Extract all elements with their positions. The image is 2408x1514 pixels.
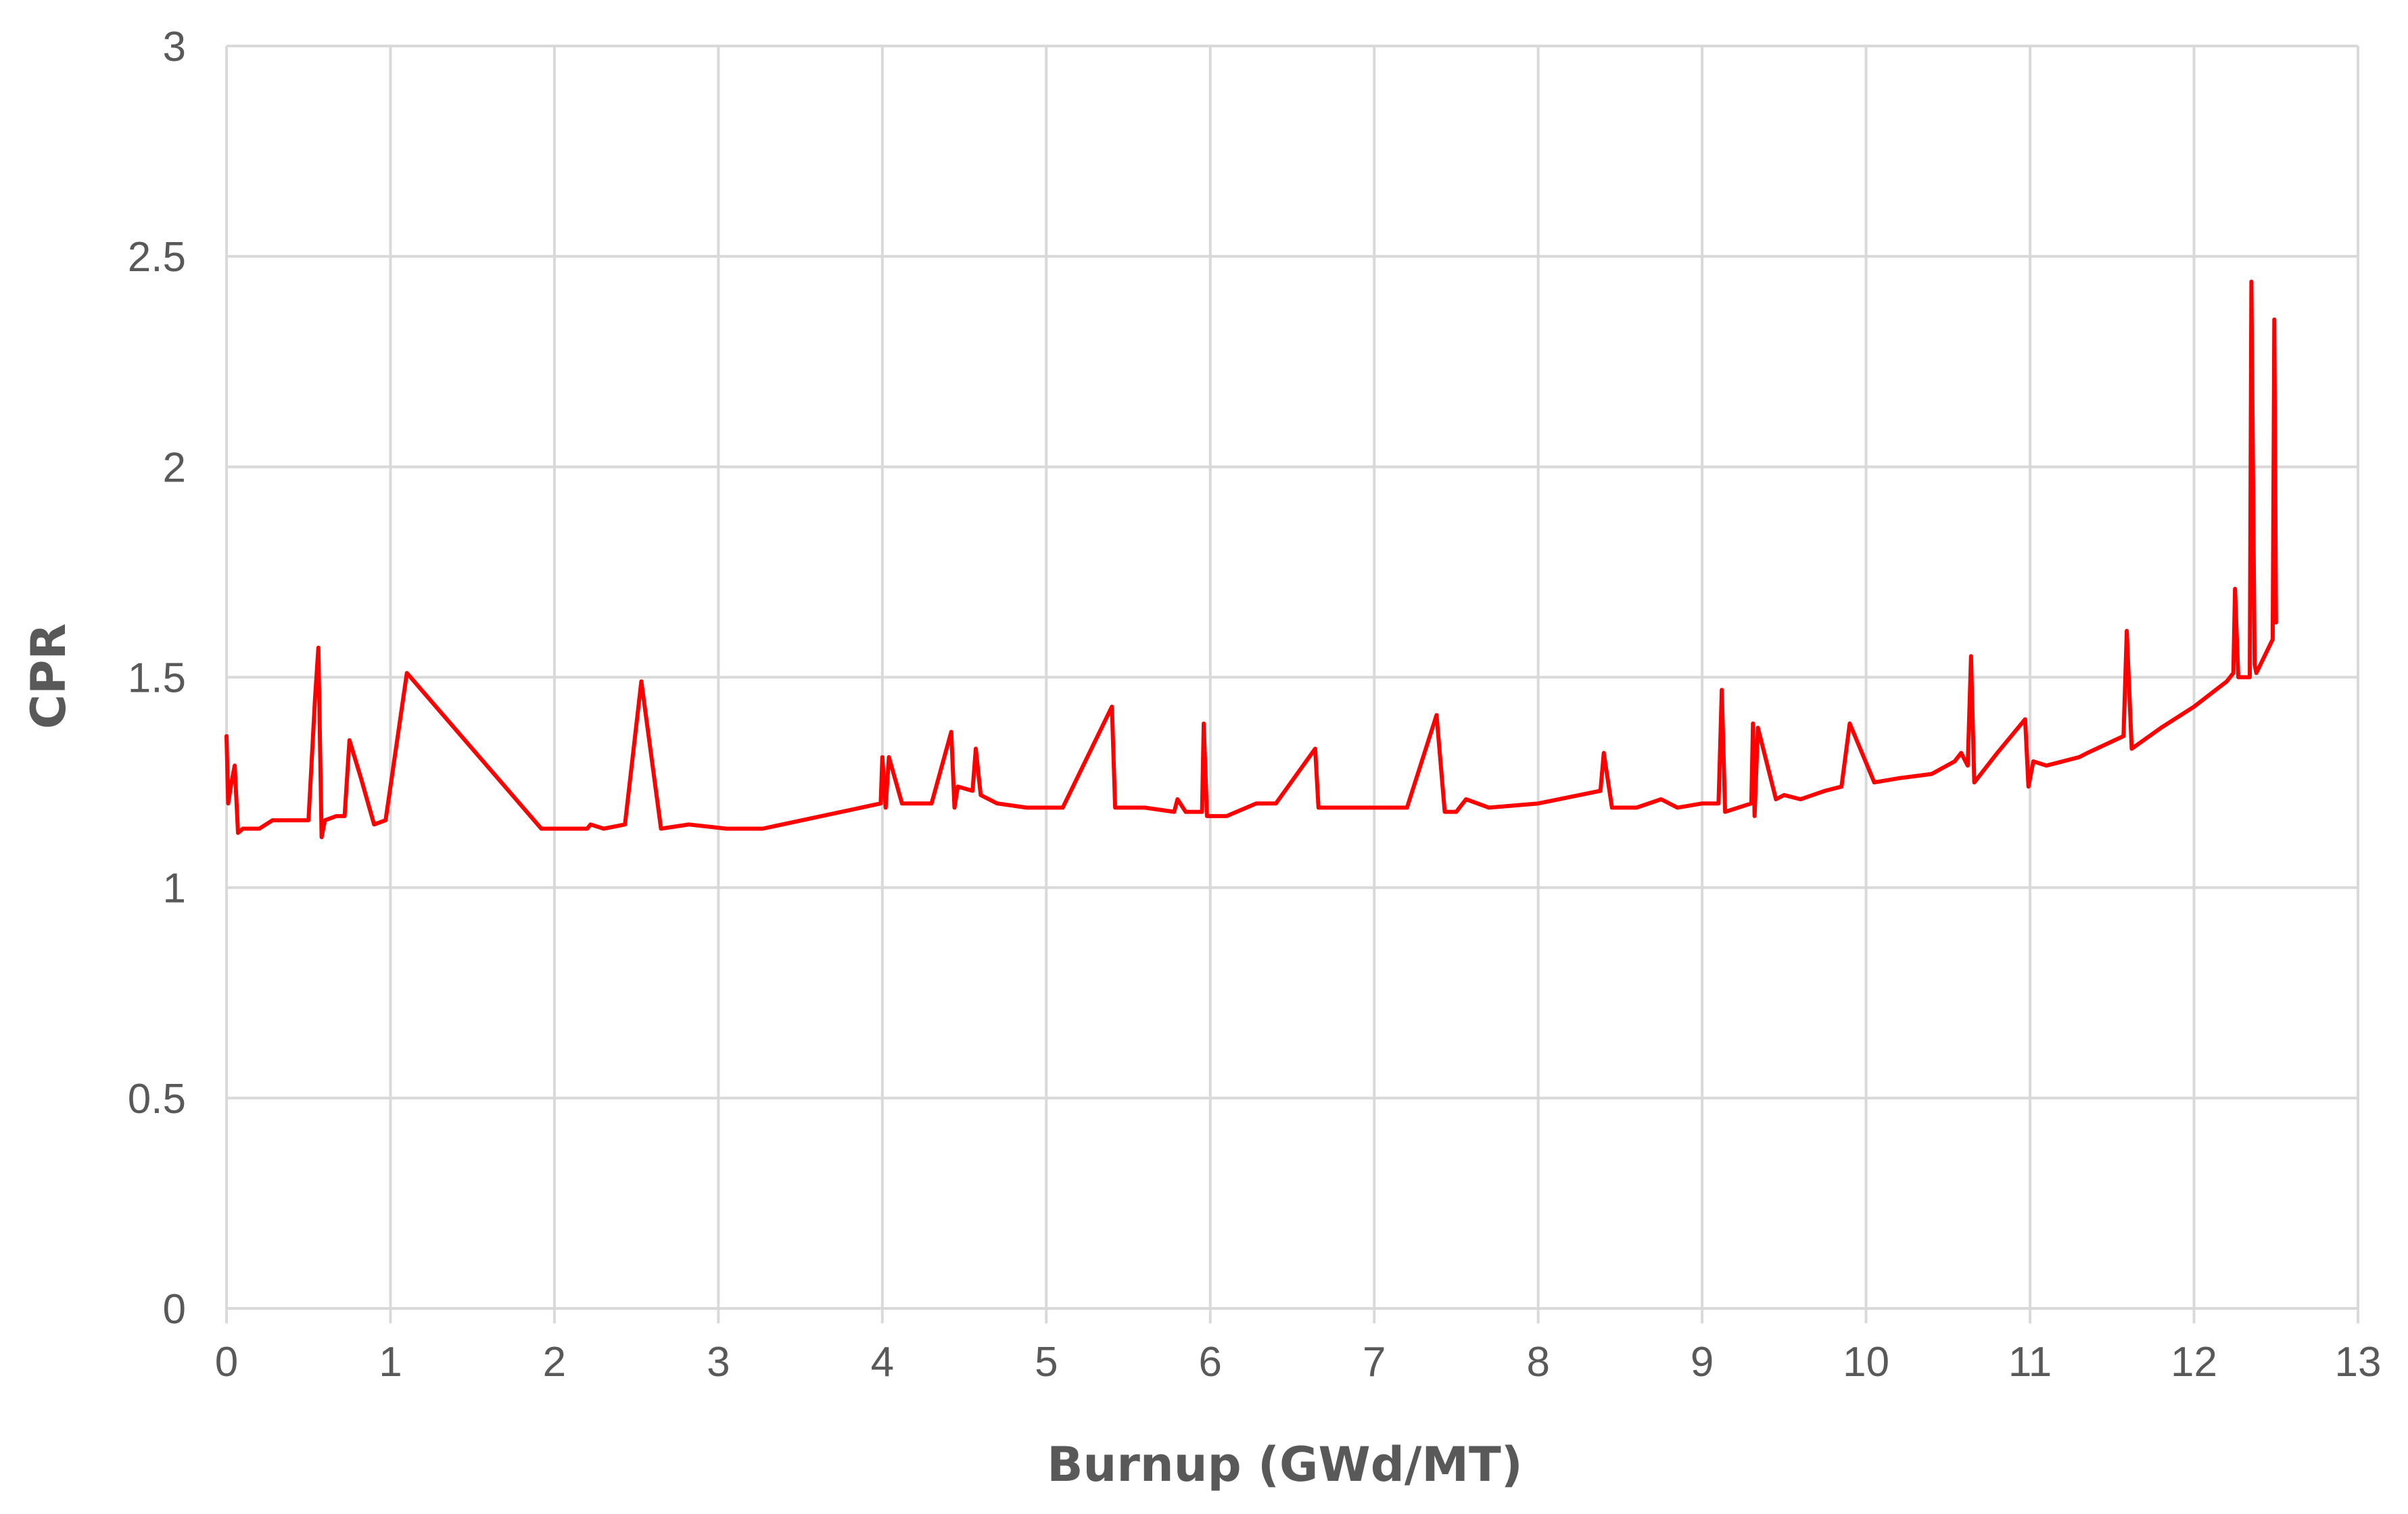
series [225, 279, 2278, 839]
y-tick-label: 2.5 [128, 234, 186, 281]
x-tick-label: 0 [215, 1339, 238, 1386]
cpr-series-line [225, 279, 2278, 839]
x-tick-label: 6 [1199, 1339, 1222, 1386]
x-axis-title: Burnup (GWd/MT) [1047, 1437, 1523, 1492]
y-tick-label: 1 [163, 866, 186, 912]
x-tick-label: 1 [379, 1339, 402, 1386]
x-tick-label: 3 [707, 1339, 730, 1386]
y-tick-labels: 0 0.5 1 1.5 2 2.5 3 [128, 24, 186, 1333]
x-tick-label: 8 [1526, 1339, 1549, 1386]
x-tick-label: 10 [1843, 1339, 1889, 1386]
axes [225, 46, 2359, 1323]
y-tick-label: 3 [163, 24, 186, 70]
x-tick-label: 9 [1691, 1339, 1714, 1386]
x-tick-label: 11 [2008, 1339, 2052, 1386]
x-tick-label: 4 [871, 1339, 894, 1386]
y-tick-label: 2 [163, 444, 186, 491]
x-tick-label: 13 [2335, 1339, 2382, 1386]
x-tick-label: 12 [2171, 1339, 2217, 1386]
x-tick-labels: 0 1 2 3 4 5 6 7 8 9 10 11 12 13 [215, 1339, 2382, 1386]
y-tick-label: 0 [163, 1286, 186, 1333]
x-tick-label: 5 [1035, 1339, 1058, 1386]
x-tick-label: 7 [1363, 1339, 1386, 1386]
x-tick-label: 2 [543, 1339, 566, 1386]
y-tick-label: 1.5 [128, 655, 186, 702]
y-tick-label: 0.5 [128, 1076, 186, 1122]
y-axis-title: CPR [21, 623, 76, 730]
gridlines [225, 45, 2359, 1310]
